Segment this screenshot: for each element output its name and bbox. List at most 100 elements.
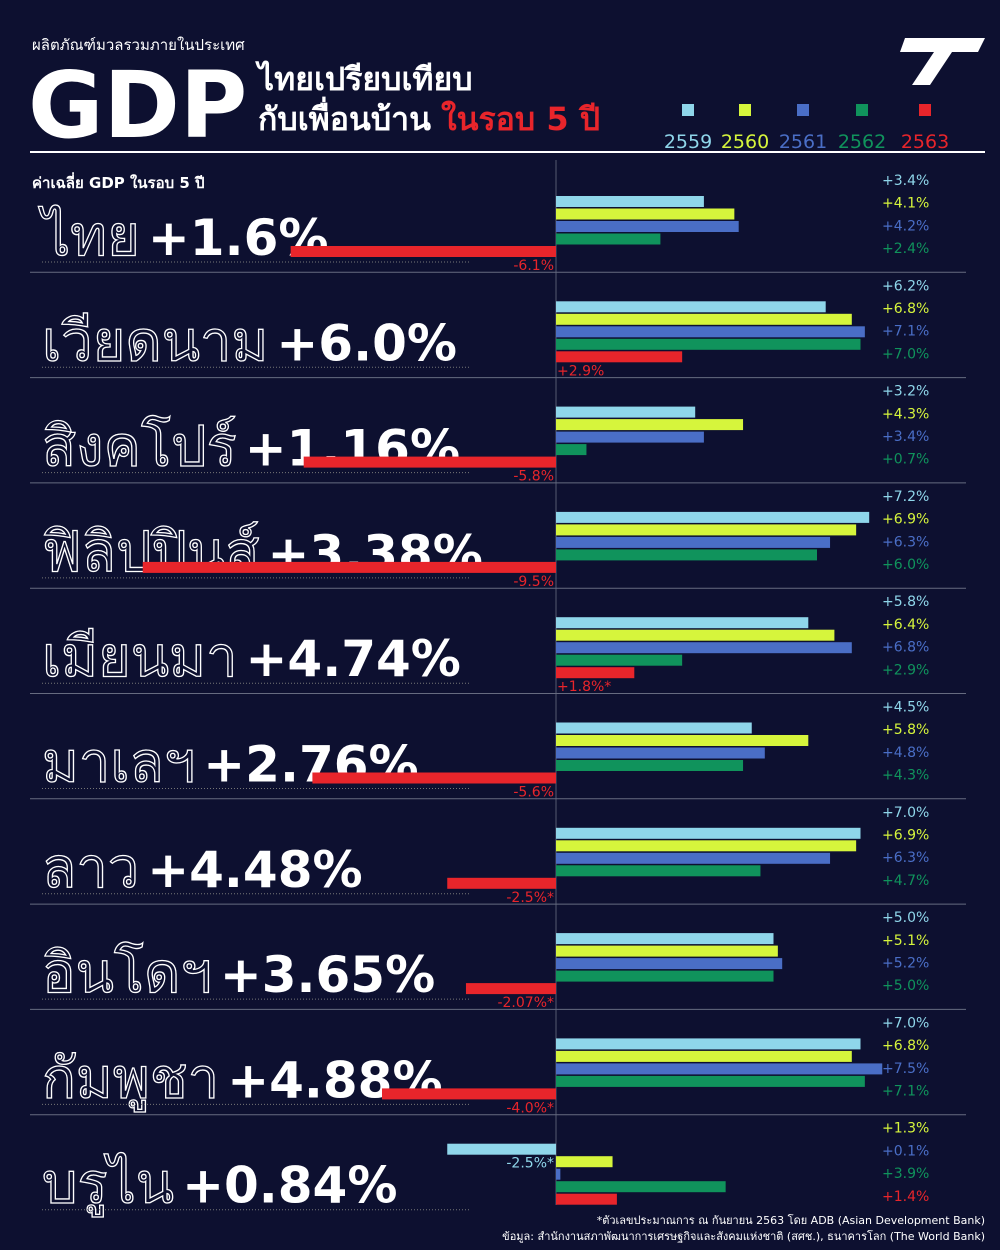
country-name: ลาว	[42, 836, 139, 901]
country-name: มาเลฯ	[42, 731, 195, 796]
legend-label: 2563	[901, 131, 949, 153]
value-label: -2.5%*	[506, 1156, 554, 1172]
bar	[465, 983, 556, 995]
country-name: กัมพูชา	[42, 1046, 219, 1112]
bar	[556, 617, 809, 629]
value-label: +7.0%	[882, 346, 929, 362]
legend-label: 2560	[721, 131, 769, 153]
value-label: +3.4%	[882, 173, 929, 189]
bar	[556, 722, 752, 734]
title-line: กับเพื่อนบ้าน ในรอบ 5 ปี	[258, 96, 600, 138]
bar	[556, 933, 774, 945]
bar	[556, 1050, 852, 1062]
bar	[556, 549, 817, 561]
title-line: กับเพื่อนบ้าน	[258, 96, 431, 138]
bar	[556, 970, 774, 982]
logo	[900, 38, 985, 85]
country-average: +3.38%	[268, 525, 483, 583]
value-label: -2.5%*	[506, 890, 554, 906]
value-label: +6.3%	[882, 850, 929, 866]
value-label: +6.8%	[882, 1038, 929, 1054]
bar	[290, 246, 556, 257]
bar	[447, 1143, 556, 1155]
bar	[303, 456, 556, 468]
legend-swatch	[919, 104, 931, 116]
title-line: ไทยเปรียบเทียบ	[255, 60, 473, 98]
country-average: +4.88%	[227, 1051, 442, 1109]
bar	[556, 747, 765, 759]
value-label: +7.1%	[882, 1084, 929, 1100]
footnote: *ตัวเลขประมาณการ ณ กันยายน 2563 โดย ADB …	[597, 1213, 985, 1227]
bar	[556, 1193, 617, 1205]
value-label: +7.2%	[882, 489, 929, 505]
value-label: +1.4%	[882, 1189, 929, 1205]
bar	[556, 313, 852, 325]
chart-title: GDP	[28, 52, 247, 159]
value-label: +0.7%	[882, 452, 929, 468]
bar	[556, 406, 696, 418]
bar	[556, 827, 861, 839]
value-label: +5.8%	[882, 594, 929, 610]
bar	[556, 1075, 865, 1087]
bar	[556, 301, 826, 313]
country-average: +1.6%	[148, 209, 329, 267]
value-label: +2.9%	[557, 363, 604, 379]
value-label: +5.8%	[882, 722, 929, 738]
value-label: +4.2%	[882, 218, 929, 234]
value-label: -9.5%	[513, 574, 554, 590]
value-label: +6.8%	[882, 640, 929, 656]
bar	[556, 945, 778, 957]
legend-swatch	[856, 104, 868, 116]
value-label: +6.3%	[882, 534, 929, 550]
value-label: +6.4%	[882, 617, 929, 633]
country-label: บรูไน +0.84%	[42, 1152, 397, 1218]
bar	[556, 629, 835, 641]
subtitle: ค่าเฉลี่ย GDP ในรอบ 5 ปี	[32, 172, 205, 192]
value-label: +4.3%	[882, 768, 929, 784]
legend-swatch	[682, 104, 694, 116]
country-label: ฟิลิปปินส์ +3.38%	[42, 520, 483, 585]
value-label: +6.9%	[882, 512, 929, 528]
source: ข้อมูล: สำนักงานสภาพัฒนาการเศรษฐกิจและสั…	[502, 1229, 985, 1243]
value-label: +4.8%	[882, 745, 929, 761]
value-label: +1.8%*	[557, 679, 611, 695]
value-label: +4.5%	[882, 700, 929, 716]
country-label: สิงคโปร์ +1.16%	[42, 415, 460, 480]
bar	[556, 536, 831, 548]
country-name: เมียนมา	[42, 625, 238, 690]
bar	[556, 233, 661, 245]
country-label: ลาว +4.48%	[42, 836, 363, 901]
value-label: +3.4%	[882, 429, 929, 445]
legend-label: 2559	[664, 131, 712, 153]
kicker: ผลิตภัณฑ์มวลรวมภายในประเทศ	[32, 36, 245, 54]
country-average: +6.0%	[276, 314, 457, 372]
bar	[556, 338, 861, 350]
bar	[556, 667, 635, 679]
value-label: +0.1%	[882, 1143, 929, 1159]
bar	[556, 444, 587, 456]
legend-swatch	[739, 104, 751, 116]
country-name: อินโดฯ	[42, 941, 212, 1006]
value-label: +2.9%	[882, 662, 929, 678]
value-label: +4.1%	[882, 196, 929, 212]
legend-label: 2561	[779, 131, 827, 153]
country-label: เวียดนาม +6.0%	[42, 309, 457, 374]
bar	[556, 958, 783, 970]
bar	[556, 511, 870, 523]
country-average: +2.76%	[203, 736, 418, 794]
bar	[142, 561, 556, 573]
bar	[556, 351, 683, 363]
value-label: +7.0%	[882, 805, 929, 821]
bar	[556, 221, 739, 232]
value-label: +4.3%	[882, 406, 929, 422]
value-label: +6.8%	[882, 301, 929, 317]
value-label: +6.2%	[882, 278, 929, 294]
bar	[556, 1156, 613, 1168]
bar	[556, 431, 704, 443]
value-label: +1.3%	[882, 1121, 929, 1137]
country-average: +0.84%	[182, 1157, 397, 1215]
country-average: +4.48%	[147, 841, 362, 899]
country-name: ไทย	[38, 204, 140, 269]
country-name: บรูไน	[42, 1152, 174, 1218]
value-label: +3.2%	[882, 384, 929, 400]
